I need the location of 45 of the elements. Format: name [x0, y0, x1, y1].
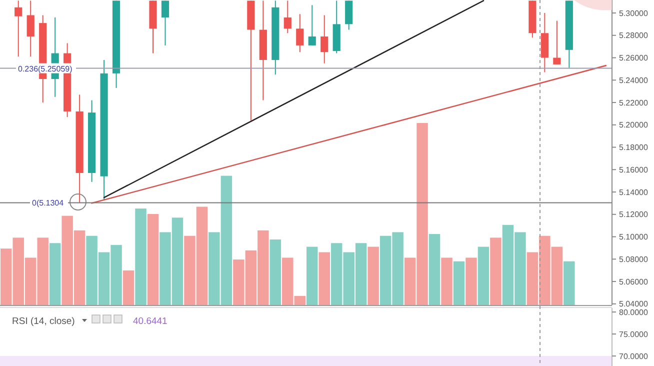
y-tick-label: 5.18000	[619, 143, 648, 152]
text: 70.0000	[619, 352, 648, 361]
y-tick-label: 5.24000	[619, 76, 648, 85]
text: 80.0000	[619, 308, 648, 317]
candlestick	[345, 0, 353, 30]
candlestick	[320, 14, 328, 64]
y-tick-label: 5.30000	[619, 8, 648, 18]
y-tick-label: 5.04000	[619, 300, 648, 309]
y-tick-label: 5.14000	[619, 188, 648, 197]
candlestick	[553, 20, 561, 65]
candlestick	[284, 0, 292, 34]
text: 40.6441	[133, 316, 168, 327]
candlestick	[161, 0, 170, 46]
bar	[441, 258, 452, 305]
text: RSI (14, close)	[12, 316, 75, 327]
bar	[122, 270, 134, 305]
bar	[306, 246, 318, 305]
bar	[564, 261, 575, 305]
bar	[478, 246, 490, 305]
candlestick	[14, 0, 22, 58]
bar	[49, 243, 61, 305]
ref-line-label: 0(5.1304	[32, 198, 64, 208]
candlestick	[26, 0, 34, 58]
y-tick-label: 5.06000	[619, 277, 648, 286]
y-tick-label: 5.12000	[619, 210, 648, 220]
text: 75.0000	[619, 330, 648, 339]
bar	[318, 252, 330, 305]
bar	[428, 234, 440, 305]
ref-line-label: 0.236(5.25059)	[18, 64, 73, 74]
y-tick-label: 5.20000	[619, 120, 648, 130]
y-tick-label: 5.10000	[619, 232, 648, 242]
bar	[490, 238, 502, 305]
candlestick	[296, 14, 304, 53]
y-tick-label: 5.22000	[619, 98, 648, 108]
y-tick-label: 5.26000	[619, 54, 648, 63]
candlestick	[308, 4, 316, 46]
y-tick-label: 5.08000	[619, 254, 648, 264]
y-tick-label: 5.16000	[619, 165, 648, 174]
bar	[147, 214, 159, 305]
bar	[466, 258, 477, 305]
bar	[135, 208, 146, 305]
bar	[270, 239, 282, 305]
y-tick-label: 5.28000	[619, 31, 648, 40]
bar	[453, 261, 465, 305]
bar	[368, 246, 379, 305]
